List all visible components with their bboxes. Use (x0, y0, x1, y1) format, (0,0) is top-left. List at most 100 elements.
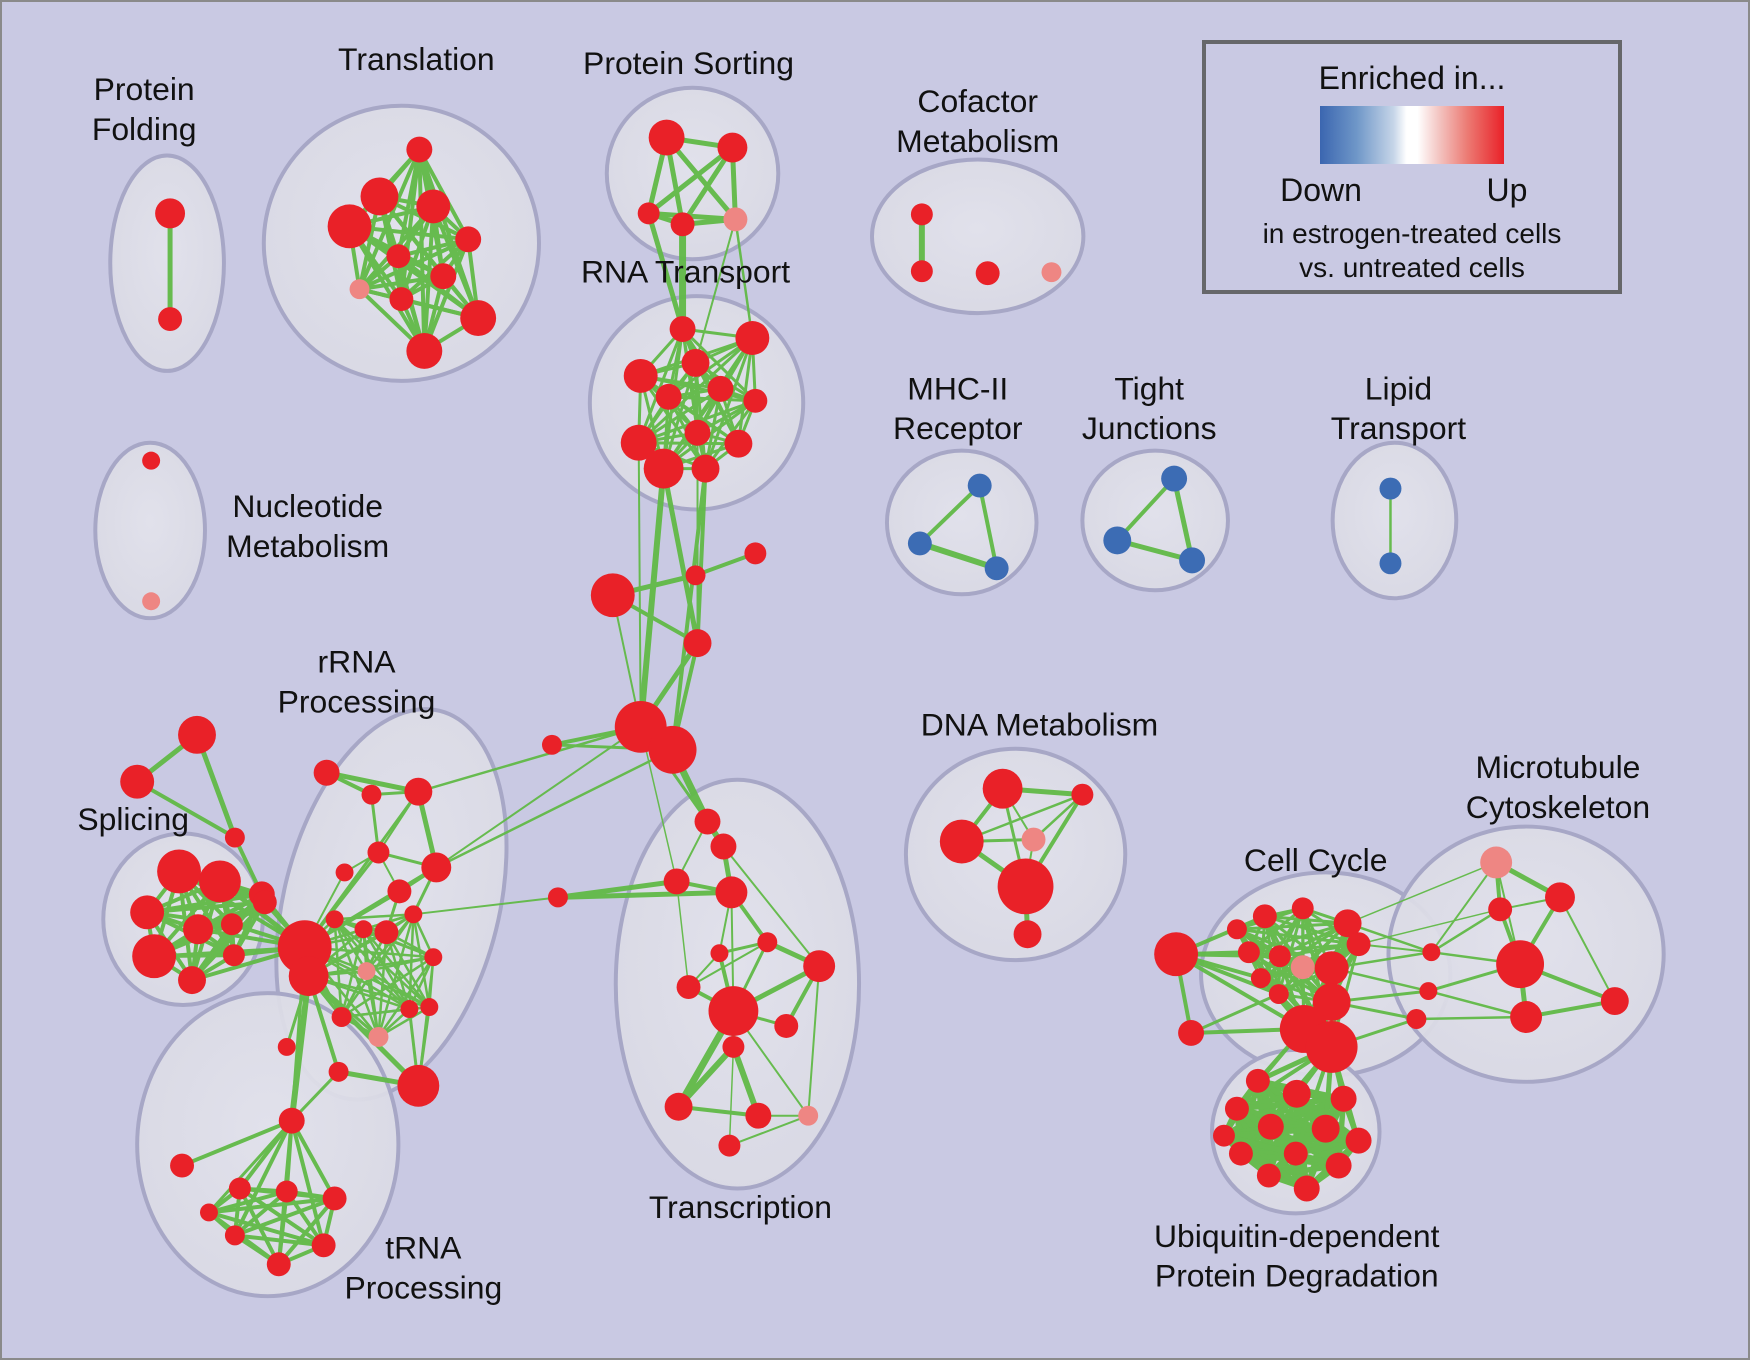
network-node (1406, 1009, 1427, 1029)
network-node (663, 868, 690, 895)
legend-gradient-bar (1320, 106, 1504, 164)
network-node (735, 321, 770, 355)
network-edge (412, 896, 559, 916)
network-edge (555, 889, 734, 900)
network-node (278, 1107, 305, 1134)
cluster-ellipse-mhc-ii-receptor (884, 448, 1039, 597)
network-edge (722, 845, 821, 968)
network-node (311, 1233, 336, 1258)
network-node (1256, 1163, 1281, 1188)
network-node (1252, 904, 1277, 929)
network-edge (333, 913, 415, 921)
network-node (368, 1026, 389, 1047)
network-node (910, 203, 933, 226)
cluster-ellipse-lipid-transport (1330, 440, 1459, 601)
network-node (198, 860, 241, 903)
network-node (199, 1203, 218, 1222)
network-node (288, 956, 329, 997)
network-node (387, 879, 412, 904)
network-edge (1235, 927, 1361, 946)
network-node (710, 944, 729, 963)
network-node (424, 948, 443, 967)
network-node (455, 226, 482, 253)
network-node (1379, 477, 1402, 500)
network-edge (206, 1210, 326, 1248)
network-edge (357, 274, 446, 292)
network-edge (340, 955, 435, 1019)
nodes (120, 119, 1629, 1277)
network-edge (1430, 908, 1502, 954)
network-node (1314, 951, 1349, 986)
network-node (1161, 465, 1188, 492)
network-node (723, 207, 748, 232)
network-node (420, 998, 439, 1017)
network-node (130, 895, 165, 930)
network-node (1330, 1085, 1357, 1112)
network-edge (377, 955, 435, 1039)
cluster-ellipse-tight-junctions (1080, 448, 1230, 593)
network-edge (687, 941, 769, 989)
network-edge (977, 483, 999, 571)
network-node (421, 852, 452, 883)
cluster-label-dna-metabolism: DNA Metabolism (921, 706, 1158, 742)
network-node (1293, 1175, 1320, 1202)
network-edge (639, 726, 678, 883)
network-node (389, 287, 414, 312)
cluster-label-mhc-ii-receptor: MHC-II (907, 370, 1008, 406)
network-node (984, 556, 1009, 581)
network-edge (695, 466, 708, 646)
network-node (374, 920, 399, 945)
network-node (676, 975, 701, 1000)
network-node (220, 913, 243, 936)
network-node (1250, 968, 1271, 989)
legend-title: Enriched in... (1318, 60, 1506, 96)
network-node (335, 863, 354, 882)
network-edge (639, 374, 757, 403)
network-node (1257, 1113, 1284, 1140)
network-node (910, 260, 933, 283)
network-edge (357, 147, 422, 292)
network-edge (728, 1046, 735, 1147)
network-node (397, 1064, 440, 1107)
network-node (1600, 987, 1629, 1016)
legend-up-label: Up (1486, 172, 1528, 208)
network-node (718, 1134, 741, 1157)
network-edge (1235, 921, 1350, 931)
network-node (1179, 547, 1206, 574)
network-node (1283, 1141, 1308, 1166)
network-node (623, 358, 658, 393)
network-edge (435, 748, 674, 869)
network-edge (306, 973, 421, 1089)
network-node (1103, 526, 1132, 555)
network-edge (1430, 861, 1498, 954)
network-node (717, 132, 748, 163)
network-node (982, 768, 1023, 809)
network-node (155, 198, 186, 229)
cluster-ellipse-protein-sorting (604, 85, 781, 262)
network-node (178, 715, 216, 754)
network-edge (646, 145, 735, 216)
cluster-label-protein-folding: Protein (94, 71, 195, 107)
network-node (681, 348, 710, 377)
network-node (360, 177, 399, 216)
network-node (1213, 1124, 1235, 1147)
network-node (266, 1252, 291, 1277)
network-node (1154, 932, 1199, 977)
network-node (331, 1007, 352, 1027)
network-node (357, 962, 376, 981)
network-edge (1346, 861, 1497, 925)
legend-caption-line2: vs. untreated cells (1299, 252, 1525, 283)
network-node (1345, 1127, 1372, 1154)
network-edge (1189, 992, 1281, 1035)
network-node (275, 1180, 298, 1203)
cluster-label-cell-cycle: Cell Cycle (1244, 842, 1388, 878)
network-node (404, 777, 433, 806)
network-edge (646, 210, 686, 332)
network-node (637, 202, 660, 225)
cluster-label-ubiquitin-dependent-protein-degradation: Protein Degradation (1155, 1258, 1439, 1294)
cluster-label-mhc-ii-receptor: Receptor (893, 410, 1023, 446)
network-node (1226, 919, 1247, 940)
network-node (386, 244, 411, 269)
network-edge (736, 336, 754, 446)
network-edge (639, 374, 707, 471)
